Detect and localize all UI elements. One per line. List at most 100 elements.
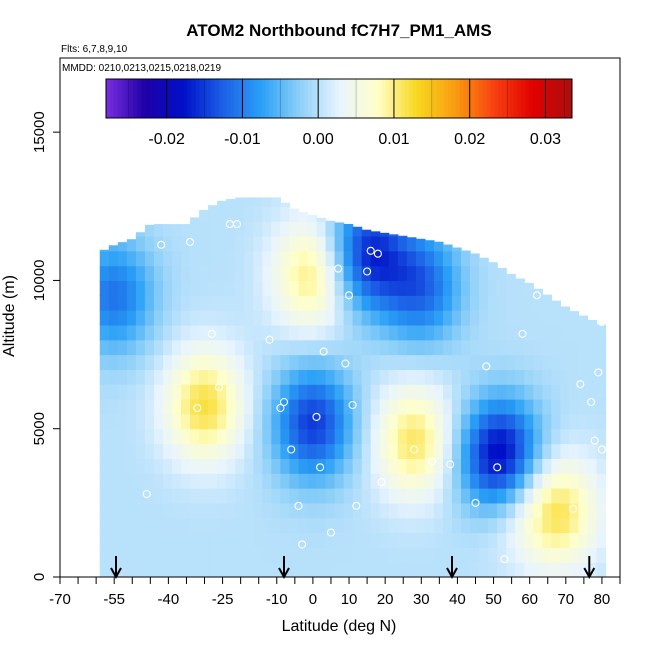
heatmap-cell (271, 354, 281, 370)
heatmap-cell (515, 458, 525, 474)
heatmap-cell (452, 502, 462, 519)
heatmap-cell (388, 339, 399, 356)
heatmap-cell (108, 458, 119, 474)
heatmap-cell (352, 547, 363, 563)
heatmap-cell (226, 413, 236, 430)
heatmap-cell (361, 384, 372, 400)
heatmap-cell (199, 428, 209, 445)
heatmap-cell (596, 443, 607, 459)
heatmap-cell (461, 250, 471, 252)
colorbar-segment (288, 79, 293, 118)
heatmap-cell (172, 458, 182, 474)
heatmap-cell (226, 221, 236, 237)
heatmap-cell (289, 502, 300, 519)
heatmap-cell (442, 354, 453, 370)
heatmap-cell (452, 324, 462, 341)
heatmap-cell (397, 443, 408, 459)
heatmap-cell (262, 197, 272, 207)
colorbar-segment (261, 79, 266, 118)
heatmap-cell (352, 458, 363, 474)
heatmap-cell (253, 458, 263, 474)
heatmap-cell (99, 502, 110, 519)
heatmap-cell (307, 250, 318, 267)
colorbar-segment (175, 79, 181, 118)
heatmap-cell (244, 502, 254, 519)
heatmap-cell (226, 473, 236, 489)
observation-point (316, 463, 325, 472)
heatmap-cell (181, 517, 191, 534)
heatmap-cell (488, 369, 498, 385)
heatmap-cell (497, 517, 507, 534)
heatmap-cell (379, 339, 390, 356)
heatmap-cell (461, 399, 471, 415)
heatmap-cell (397, 369, 408, 385)
heatmap-cell (461, 250, 471, 267)
heatmap-cell (587, 369, 598, 385)
heatmap-cell (316, 339, 327, 356)
heatmap-cell (271, 250, 281, 267)
heatmap-cell (244, 399, 254, 415)
heatmap-cell (578, 428, 589, 445)
heatmap-cell (334, 458, 345, 474)
heatmap-cell (542, 384, 552, 400)
heatmap-cell (397, 280, 408, 296)
heatmap-cell (280, 369, 291, 385)
heatmap-cell (199, 517, 209, 534)
heatmap-cell (172, 369, 182, 385)
heatmap-cell (524, 488, 534, 504)
heatmap-cell (190, 413, 200, 430)
heatmap-cell (352, 265, 363, 282)
heatmap-cell (280, 384, 291, 400)
heatmap-cell (262, 206, 272, 222)
heatmap-cell (370, 488, 381, 504)
colorbar-segment (513, 79, 519, 118)
heatmap-cell (208, 235, 218, 252)
heatmap-cell (406, 237, 417, 252)
heatmap-cell (144, 310, 155, 326)
heatmap-cell (271, 473, 281, 489)
heatmap-cell (470, 488, 480, 504)
heatmap-cell (172, 235, 182, 252)
heatmap-cell (461, 310, 471, 326)
heatmap-cell (135, 443, 146, 459)
heatmap-cell (479, 295, 489, 311)
heatmap-cell (199, 369, 209, 385)
observation-point (348, 400, 357, 410)
heatmap-cell (397, 532, 408, 548)
heatmap-cell (235, 206, 245, 222)
observation-point (334, 264, 343, 273)
heatmap-cell (316, 235, 327, 252)
heatmap-cell (497, 488, 507, 504)
heatmap-cell (235, 221, 245, 237)
heatmap-cell (433, 354, 444, 370)
heatmap-cell (190, 235, 200, 252)
heatmap-cell (388, 280, 399, 296)
heatmap-cell (298, 295, 309, 311)
heatmap-cell (99, 547, 110, 563)
heatmap-cell (515, 399, 525, 415)
heatmap-cell (325, 473, 336, 489)
heatmap-cell (442, 369, 453, 385)
heatmap-cell (379, 562, 390, 578)
heatmap-cell (470, 473, 480, 489)
heatmap-cell (442, 458, 453, 474)
heatmap-cell (415, 250, 426, 267)
heatmap-cell (135, 369, 146, 385)
heatmap-cell (289, 339, 300, 356)
colorbar-segment (339, 79, 344, 118)
heatmap-cell (190, 488, 200, 504)
heatmap-cell (370, 458, 381, 474)
heatmap-cell (217, 295, 227, 311)
colorbar-segment (304, 79, 309, 118)
heatmap-cell (108, 413, 119, 430)
heatmap-cell (172, 473, 182, 489)
heatmap-cell (343, 369, 354, 385)
heatmap-cell (524, 354, 534, 370)
heatmap-cell (470, 339, 480, 356)
heatmap-cell (117, 369, 128, 385)
heatmap-cell (226, 562, 236, 578)
heatmap-cell (334, 310, 345, 326)
heatmap-cell (370, 532, 381, 548)
heatmap-cell (181, 250, 191, 267)
